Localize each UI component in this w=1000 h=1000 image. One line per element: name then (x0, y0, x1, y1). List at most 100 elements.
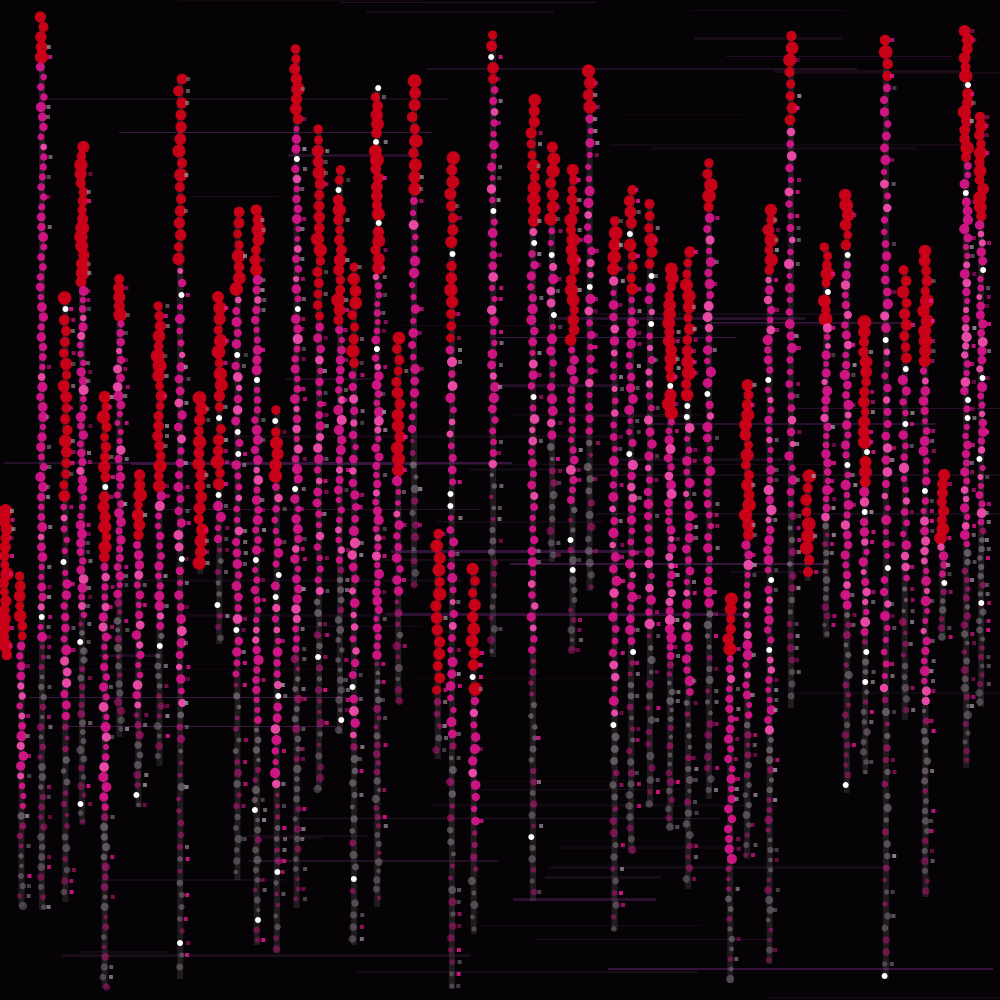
dot (113, 390, 124, 402)
dot (787, 609, 793, 615)
dot (565, 465, 576, 475)
dot (62, 856, 69, 862)
dot (609, 564, 618, 574)
dot (316, 698, 323, 704)
dot-fragment (890, 542, 895, 546)
dot (38, 573, 45, 581)
dot-fragment (323, 336, 328, 340)
dot (610, 324, 620, 334)
dot (116, 400, 126, 410)
dot (101, 944, 107, 950)
dot (767, 406, 775, 414)
dot (666, 777, 675, 787)
dot (568, 436, 575, 444)
dot (531, 724, 538, 730)
dot-fragment (773, 588, 778, 592)
dot (375, 220, 382, 226)
dot (411, 546, 417, 552)
dot (628, 493, 638, 503)
dot (977, 482, 985, 490)
dot (683, 578, 691, 586)
dot-fragment (46, 485, 51, 489)
dot-fragment (383, 716, 388, 720)
dot-fragment (419, 307, 424, 311)
dot (964, 558, 971, 566)
dot (784, 114, 796, 126)
dot-fragment (655, 226, 660, 230)
dot-column (192, 391, 211, 574)
dot (37, 83, 45, 91)
dot-fragment (301, 387, 306, 391)
dot (587, 499, 596, 507)
dot (134, 479, 146, 491)
dot (979, 672, 985, 678)
dot (101, 753, 110, 761)
dot (725, 724, 735, 734)
dot (530, 888, 538, 896)
dot (743, 601, 751, 609)
dot (233, 516, 241, 524)
dot-fragment (186, 77, 191, 81)
dot-column (74, 140, 93, 825)
dot (980, 267, 987, 273)
dot-fragment (457, 336, 461, 340)
dot (729, 946, 735, 952)
dot-fragment (909, 510, 914, 514)
dot (447, 491, 454, 497)
dot-fragment (261, 228, 266, 232)
dot (335, 365, 345, 375)
dot (727, 745, 735, 753)
dot (113, 308, 127, 322)
dot-fragment (109, 965, 114, 969)
dot-fragment (86, 532, 91, 536)
dot (767, 937, 772, 943)
dot-fragment (281, 782, 286, 786)
dot (569, 486, 576, 494)
dot (410, 376, 420, 386)
dot (269, 458, 282, 472)
dot (293, 764, 302, 774)
dot (526, 612, 536, 622)
dot (784, 319, 795, 329)
dot (863, 769, 868, 775)
dot (627, 604, 635, 612)
dot (744, 832, 750, 838)
dot (313, 289, 323, 299)
dot (768, 867, 774, 873)
dot-fragment (539, 296, 544, 300)
dot (101, 953, 110, 961)
dot-fragment (186, 521, 191, 525)
dot-fragment (930, 439, 935, 443)
dot (647, 439, 657, 449)
dot (76, 151, 87, 161)
dot-fragment (851, 343, 856, 347)
dot (881, 479, 891, 489)
dot (408, 340, 417, 350)
dot-fragment (206, 418, 211, 422)
dot (101, 803, 109, 811)
dot (647, 789, 653, 795)
dot (548, 252, 555, 258)
dot-fragment (635, 551, 640, 555)
dot-fragment (713, 282, 718, 286)
dot-fragment (673, 645, 678, 649)
dot (961, 197, 972, 207)
dot-fragment (595, 441, 600, 445)
dot-fragment (456, 756, 461, 760)
dot (372, 489, 380, 497)
dot (962, 88, 974, 100)
dot (471, 830, 478, 836)
dot (766, 436, 773, 444)
dot (703, 488, 712, 498)
dot-column (544, 141, 563, 562)
dot (566, 194, 578, 206)
dot (16, 641, 26, 651)
dot (884, 792, 891, 800)
dot (744, 621, 752, 629)
dot-fragment (676, 330, 681, 334)
dot-fragment (184, 785, 189, 789)
dot (744, 571, 751, 579)
dot (609, 660, 619, 670)
dot (79, 729, 86, 735)
dot (685, 566, 695, 576)
